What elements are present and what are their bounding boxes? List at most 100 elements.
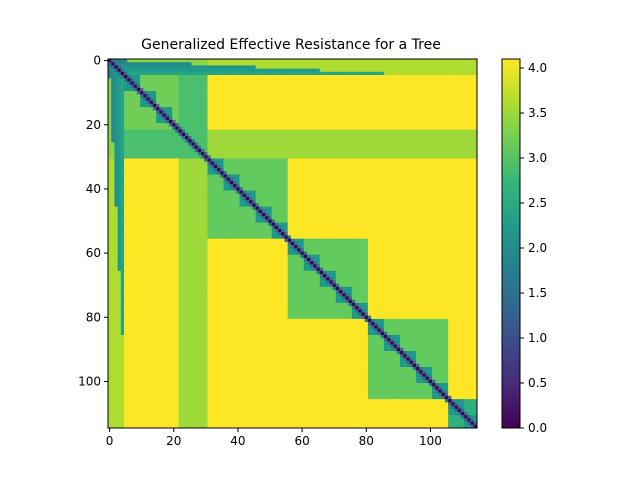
heatmap-cell — [252, 62, 256, 66]
heatmap-cell — [287, 164, 292, 169]
heatmap-cell — [287, 87, 292, 92]
heatmap-cell — [441, 81, 446, 86]
heatmap-cell — [120, 113, 125, 118]
heatmap-cell — [178, 174, 183, 179]
heatmap-cell — [124, 65, 128, 69]
heatmap-cell — [185, 107, 189, 111]
heatmap-cell — [242, 164, 247, 169]
heatmap-cell — [457, 81, 462, 86]
heatmap-cell — [390, 119, 394, 124]
heatmap-cell — [242, 59, 247, 63]
heatmap-cell — [313, 168, 317, 172]
heatmap-cell — [332, 158, 337, 163]
heatmap-cell — [194, 155, 199, 159]
heatmap-cell — [313, 158, 317, 163]
heatmap-cell — [204, 136, 208, 140]
heatmap-cell — [268, 187, 272, 191]
heatmap-cell — [380, 193, 385, 198]
heatmap-cell — [226, 193, 231, 198]
heatmap-cell — [438, 113, 443, 118]
heatmap-cell — [406, 94, 410, 98]
heatmap-cell — [181, 68, 186, 73]
heatmap-cell — [185, 65, 189, 69]
heatmap-cell — [108, 97, 112, 102]
heatmap-cell — [245, 190, 250, 195]
heatmap-cell — [316, 136, 321, 140]
heatmap-cell — [178, 100, 183, 105]
heatmap-cell — [223, 180, 228, 185]
heatmap-cell — [242, 168, 247, 172]
heatmap-cell — [416, 91, 420, 95]
heatmap-cell — [313, 84, 317, 89]
heatmap-cell — [371, 78, 375, 82]
heatmap-cell — [322, 94, 327, 98]
heatmap-cell — [303, 155, 308, 159]
heatmap-cell — [358, 123, 362, 127]
heatmap-cell — [233, 110, 237, 114]
heatmap-cell — [329, 129, 333, 134]
heatmap-cell — [432, 152, 436, 156]
heatmap-cell — [290, 113, 295, 118]
heatmap-cell — [268, 168, 272, 172]
heatmap-cell — [467, 100, 471, 105]
heatmap-cell — [441, 107, 446, 111]
heatmap-cell — [252, 75, 256, 79]
heatmap-cell — [172, 123, 176, 127]
heatmap-cell — [281, 180, 285, 185]
heatmap-cell — [393, 87, 398, 92]
heatmap-cell — [371, 168, 375, 172]
heatmap-cell — [223, 84, 228, 89]
heatmap-cell — [355, 81, 359, 86]
heatmap-cell — [210, 196, 215, 201]
heatmap-cell — [114, 123, 118, 127]
heatmap-cell — [252, 71, 256, 76]
heatmap-cell — [268, 91, 272, 95]
heatmap-cell — [124, 87, 128, 92]
heatmap-cell — [313, 97, 317, 102]
heatmap-cell — [355, 91, 359, 95]
heatmap-cell — [358, 94, 362, 98]
heatmap-cell — [162, 164, 167, 169]
heatmap-cell — [242, 62, 247, 66]
heatmap-cell — [374, 152, 378, 156]
heatmap-cell — [432, 184, 436, 188]
heatmap-cell — [399, 177, 404, 182]
heatmap-cell — [236, 126, 240, 130]
heatmap-cell — [425, 123, 430, 127]
heatmap-cell — [233, 180, 237, 185]
heatmap-cell — [460, 132, 465, 137]
heatmap-cell — [146, 75, 151, 79]
heatmap-cell — [339, 129, 343, 134]
heatmap-cell — [422, 193, 427, 198]
heatmap-cell — [265, 164, 269, 169]
heatmap-cell — [428, 113, 433, 118]
heatmap-cell — [428, 132, 433, 137]
heatmap-cell — [287, 168, 292, 172]
heatmap-cell — [181, 161, 186, 166]
heatmap-cell — [217, 59, 221, 63]
heatmap-cell — [220, 184, 224, 188]
heatmap-cell — [371, 97, 375, 102]
heatmap-cell — [146, 164, 151, 169]
heatmap-cell — [438, 126, 443, 130]
heatmap-cell — [245, 119, 250, 124]
heatmap-cell — [284, 161, 289, 166]
heatmap-cell — [111, 87, 115, 92]
heatmap-cell — [342, 68, 346, 73]
heatmap-cell — [146, 65, 151, 69]
heatmap-cell — [396, 59, 401, 63]
heatmap-cell — [454, 65, 459, 69]
heatmap-cell — [467, 116, 471, 121]
heatmap-cell — [201, 168, 205, 172]
heatmap-cell — [335, 164, 340, 169]
heatmap-cell — [255, 87, 260, 92]
heatmap-cell — [339, 116, 343, 121]
heatmap-cell — [303, 116, 308, 121]
heatmap-cell — [396, 94, 401, 98]
heatmap-cell — [470, 174, 475, 179]
heatmap-cell — [255, 158, 260, 163]
heatmap-cell — [274, 174, 279, 179]
heatmap-cell — [342, 116, 346, 121]
heatmap-cell — [249, 71, 253, 76]
heatmap-cell — [396, 110, 401, 114]
